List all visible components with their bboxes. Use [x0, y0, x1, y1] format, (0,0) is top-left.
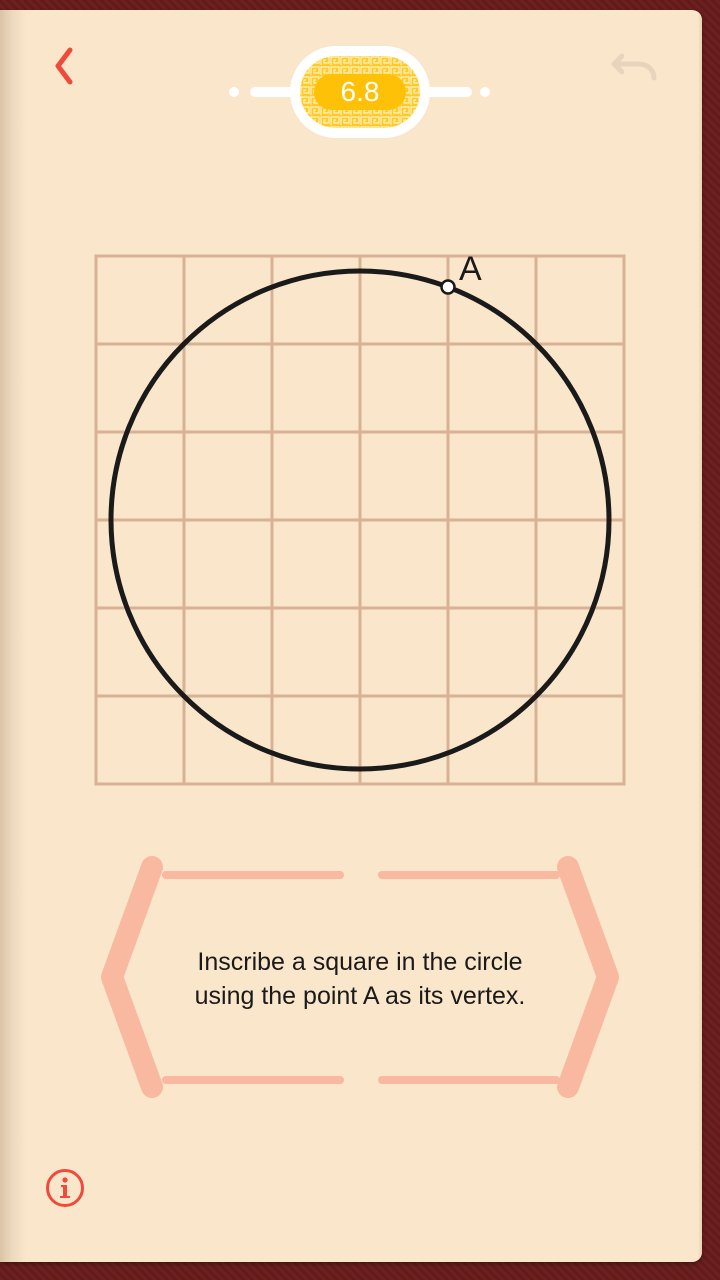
hint-line-1: Inscribe a square in the circle — [197, 948, 523, 976]
hint-text: Inscribe a square in the circle using th… — [120, 945, 600, 1013]
level-indicator: 6.8 — [226, 40, 496, 144]
level-badge-gold: 6.8 — [300, 56, 420, 128]
puzzle-canvas[interactable] — [94, 240, 634, 790]
point-a[interactable] — [440, 279, 456, 295]
circle[interactable] — [108, 268, 612, 772]
level-badge-center: 6.8 — [314, 74, 406, 110]
info-button[interactable] — [44, 1167, 86, 1209]
undo-button[interactable] — [610, 46, 658, 86]
level-badge: 6.8 — [290, 46, 430, 138]
page-edge — [698, 10, 702, 1262]
hint-line-2: using the point A as its vertex. — [194, 982, 526, 1010]
level-number: 6.8 — [340, 76, 380, 107]
level-dot-previous — [229, 87, 239, 97]
info-icon — [46, 1169, 84, 1207]
level-track-right — [422, 87, 472, 97]
level-dot-next — [480, 87, 490, 97]
grid — [94, 254, 626, 786]
undo-icon — [611, 53, 657, 81]
chevron-left-icon — [55, 47, 73, 85]
page-spine-shade — [0, 10, 26, 1262]
level-track-left — [250, 87, 320, 97]
point-a-label: A — [459, 250, 482, 288]
back-button[interactable] — [44, 40, 88, 92]
hint-panel — [101, 856, 619, 1098]
